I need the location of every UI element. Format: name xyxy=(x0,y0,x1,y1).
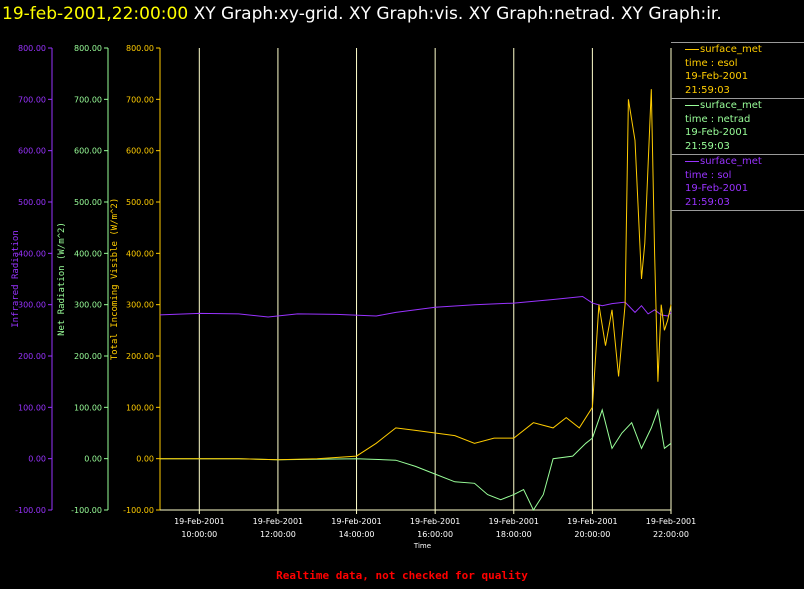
y-tick-label: 300.00 xyxy=(74,301,102,310)
y-tick-label: 300.00 xyxy=(18,301,46,310)
y-axis-title: Infrared Radiation xyxy=(11,230,21,328)
y-tick-label: 700.00 xyxy=(126,95,154,104)
x-tick-time: 12:00:00 xyxy=(260,530,296,539)
y-tick-label: 200.00 xyxy=(74,352,102,361)
series-line-ir xyxy=(159,295,672,318)
x-tick-date: 19-Feb-2001 xyxy=(567,517,617,526)
legend-date: 19-Feb-2001 xyxy=(685,183,749,194)
legend-source: surface_met xyxy=(700,100,762,111)
y-axis-title: Total Incoming Visible (W/m^2) xyxy=(110,198,120,361)
legend-separator xyxy=(671,154,804,155)
legend-field: time : netrad xyxy=(685,113,751,125)
y-tick-label: 600.00 xyxy=(74,147,102,156)
y-tick-label: 600.00 xyxy=(126,147,154,156)
y-tick-label: 200.00 xyxy=(126,352,154,361)
x-axis-title: Time xyxy=(413,542,431,550)
x-tick-time: 18:00:00 xyxy=(496,530,532,539)
legend-time: 21:59:03 xyxy=(685,84,730,96)
legend-field: time : esol xyxy=(685,57,738,69)
legend-separator xyxy=(671,42,804,43)
y-tick-label: 500.00 xyxy=(126,198,154,207)
y-tick-label: 800.00 xyxy=(74,44,102,53)
legend-time: 21:59:03 xyxy=(685,196,730,208)
legend-swatch xyxy=(685,160,699,162)
x-tick-time: 20:00:00 xyxy=(574,530,610,539)
series-line-vis xyxy=(160,89,672,461)
legend-separator xyxy=(671,210,804,211)
y-tick-label: 300.00 xyxy=(126,301,154,310)
y-tick-label: 200.00 xyxy=(18,352,46,361)
title-timestamp: 19-feb-2001,22:00:00 xyxy=(2,4,189,24)
y-tick-label: 500.00 xyxy=(74,198,102,207)
legend-date: 19-Feb-2001 xyxy=(685,71,749,82)
x-tick-date: 19-Feb-2001 xyxy=(331,517,381,526)
grid-lines xyxy=(198,48,672,510)
y-tick-label: -100.00 xyxy=(71,506,102,515)
legend-field: time : sol xyxy=(685,169,732,181)
x-tick-date: 19-Feb-2001 xyxy=(489,517,539,526)
y-tick-label: 400.00 xyxy=(126,249,154,258)
y-tick-label: 400.00 xyxy=(74,249,102,258)
title-bar: 19-feb-2001,22:00:00 XY Graph:xy-grid. X… xyxy=(2,2,722,28)
title-graph-list: XY Graph:xy-grid. XY Graph:vis. XY Graph… xyxy=(193,4,722,24)
y-tick-label: 0.00 xyxy=(28,455,46,464)
y-tick-label: 800.00 xyxy=(126,44,154,53)
legend-time: 21:59:03 xyxy=(685,140,730,152)
y-tick-label: -100.00 xyxy=(123,506,154,515)
y-tick-label: 500.00 xyxy=(18,198,46,207)
legend-source: surface_met xyxy=(700,156,762,167)
x-axis: 19-Feb-2001 10:00:00 19-Feb-2001 12:00:00 19… xyxy=(160,509,696,550)
x-tick-date: 19-Feb-2001 xyxy=(410,517,460,526)
y-axis-vis: -100.00 0.00 100.00 200.00 300.00 400.00 500.0… xyxy=(110,44,161,515)
y-tick-label: 100.00 xyxy=(18,403,46,412)
y-tick-label: 600.00 xyxy=(18,147,46,156)
x-tick-time: 10:00:00 xyxy=(181,530,217,539)
legend-date: 19-Feb-2001 xyxy=(685,127,749,138)
y-tick-label: 700.00 xyxy=(18,95,46,104)
x-tick-time: 22:00:00 xyxy=(653,530,689,539)
y-axis-ir: -100.00 0.00 100.00 200.00 300.00 400.00 500.0… xyxy=(11,44,53,515)
quality-note: Realtime data, not checked for quality xyxy=(276,569,528,582)
x-tick-time: 16:00:00 xyxy=(417,530,453,539)
x-tick-time: 14:00:00 xyxy=(339,530,375,539)
legend-swatch xyxy=(685,104,699,106)
y-tick-label: -100.00 xyxy=(15,506,46,515)
x-tick-date: 19-Feb-2001 xyxy=(174,517,224,526)
y-tick-label: 800.00 xyxy=(18,44,46,53)
y-axis-title: Net Radiation (W/m^2) xyxy=(57,222,67,336)
legend-source: surface_met xyxy=(700,44,762,55)
series-lines xyxy=(159,89,672,512)
x-tick-date: 19-Feb-2001 xyxy=(253,517,303,526)
legend-separator xyxy=(671,98,804,99)
y-tick-label: 0.00 xyxy=(136,455,154,464)
series-line-netrad xyxy=(160,407,672,512)
y-tick-label: 100.00 xyxy=(126,403,154,412)
y-tick-label: 400.00 xyxy=(18,249,46,258)
x-tick-date: 19-Feb-2001 xyxy=(646,517,696,526)
y-axis-netrad: -100.00 0.00 100.00 200.00 300.00 400.00 500.0… xyxy=(57,44,109,515)
legend-swatch xyxy=(685,48,699,50)
y-tick-label: 700.00 xyxy=(74,95,102,104)
y-axes: -100.00 0.00 100.00 200.00 300.00 400.00 500.0… xyxy=(11,44,161,515)
y-tick-label: 100.00 xyxy=(74,403,102,412)
y-tick-label: 0.00 xyxy=(84,455,102,464)
